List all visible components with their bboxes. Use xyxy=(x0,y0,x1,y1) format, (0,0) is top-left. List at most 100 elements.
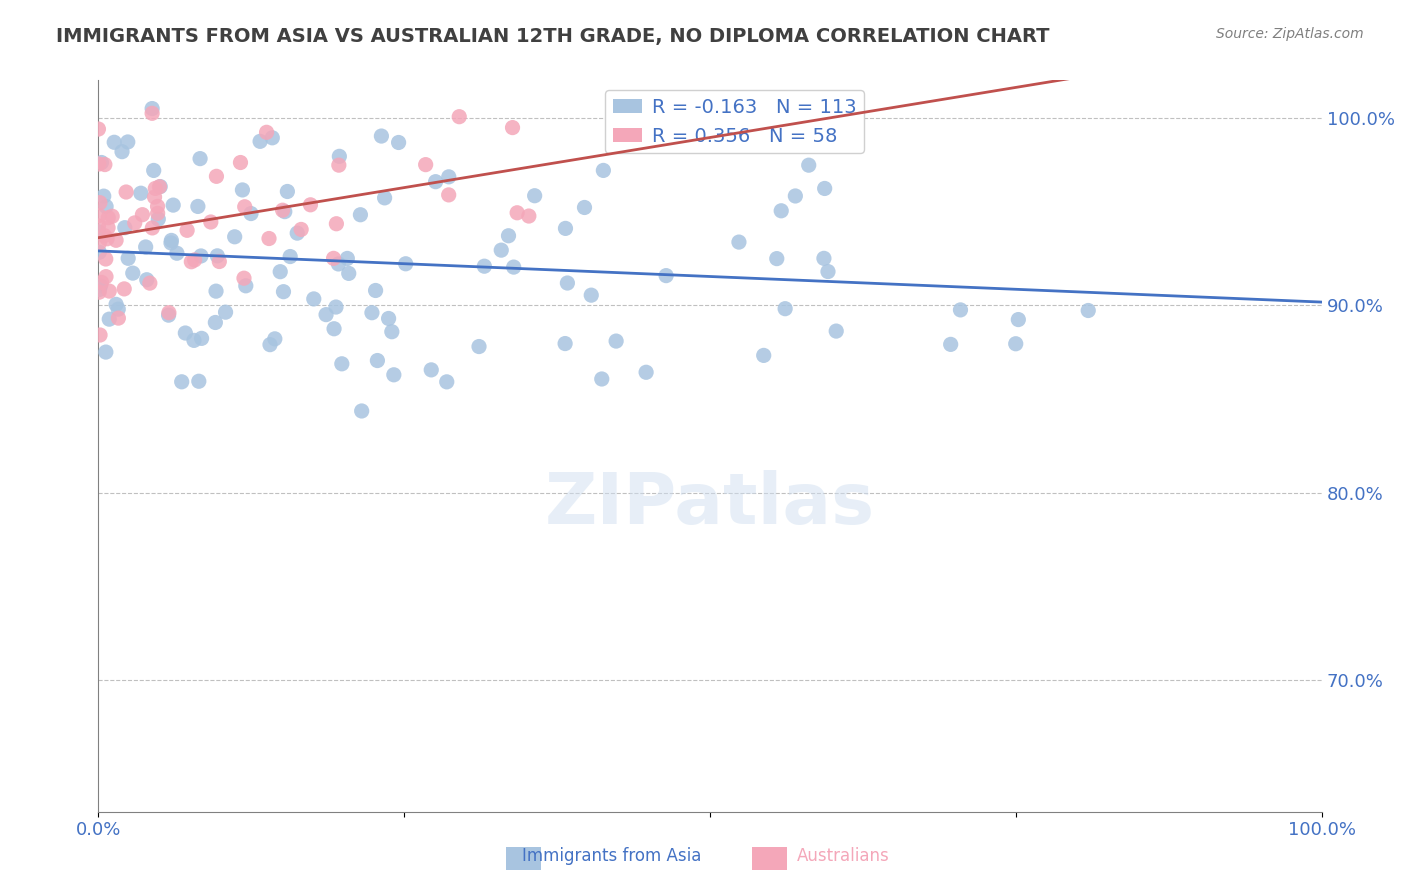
Point xyxy=(124,216,146,230)
Point xyxy=(87,157,110,171)
Point xyxy=(381,325,404,339)
Point xyxy=(337,266,360,280)
Point xyxy=(592,163,614,178)
Point xyxy=(765,252,787,266)
Point xyxy=(425,175,447,189)
Point xyxy=(502,120,524,135)
Point xyxy=(129,186,152,201)
Text: Australians: Australians xyxy=(797,847,890,865)
Point xyxy=(229,155,252,169)
Point xyxy=(90,276,112,290)
Point xyxy=(336,252,359,266)
Point xyxy=(224,229,246,244)
Point xyxy=(557,276,579,290)
Point xyxy=(782,118,804,132)
Point xyxy=(523,188,546,202)
Point xyxy=(112,282,135,296)
Point xyxy=(581,288,603,302)
Point xyxy=(183,334,205,348)
Point xyxy=(773,301,796,316)
Point xyxy=(299,198,322,212)
Point xyxy=(273,285,295,299)
Point xyxy=(117,135,139,149)
Point xyxy=(259,337,281,351)
Point xyxy=(437,187,460,202)
Point xyxy=(437,169,460,184)
Point xyxy=(328,149,350,163)
Point xyxy=(325,217,347,231)
Point xyxy=(103,136,125,150)
Text: Source: ZipAtlas.com: Source: ZipAtlas.com xyxy=(1216,27,1364,41)
Point xyxy=(235,278,257,293)
Point xyxy=(101,209,124,223)
Point xyxy=(149,179,172,194)
Point xyxy=(770,203,793,218)
Point xyxy=(114,220,136,235)
Point xyxy=(174,326,197,340)
Point xyxy=(97,220,120,235)
Point xyxy=(256,125,278,139)
Point xyxy=(89,209,111,223)
Point xyxy=(361,306,384,320)
Point xyxy=(377,311,399,326)
Point xyxy=(107,311,129,326)
Point xyxy=(142,163,165,178)
Point xyxy=(605,334,627,348)
Point xyxy=(271,203,294,218)
Point xyxy=(160,234,183,248)
Point xyxy=(157,308,180,322)
Point xyxy=(801,92,824,106)
Point xyxy=(240,206,263,220)
Point xyxy=(87,122,110,136)
Point xyxy=(143,190,166,204)
Point xyxy=(636,365,658,379)
Point xyxy=(263,332,285,346)
Point xyxy=(949,302,972,317)
Point xyxy=(205,169,228,184)
Point xyxy=(98,312,121,326)
Point xyxy=(278,250,301,264)
Point xyxy=(257,231,280,245)
Point xyxy=(115,185,138,199)
Point xyxy=(105,233,128,247)
Point xyxy=(94,269,117,284)
Point xyxy=(94,345,117,359)
Point xyxy=(204,316,226,330)
Point xyxy=(366,353,388,368)
Point xyxy=(90,155,112,169)
Point xyxy=(1007,312,1029,326)
Point xyxy=(785,189,807,203)
Point xyxy=(814,181,837,195)
Point xyxy=(274,204,297,219)
Point xyxy=(349,208,371,222)
Point xyxy=(121,266,143,280)
Point xyxy=(1077,303,1099,318)
Point xyxy=(131,208,153,222)
Point xyxy=(111,145,134,159)
Point xyxy=(148,179,170,194)
Text: ZIPatlas: ZIPatlas xyxy=(546,470,875,539)
Point xyxy=(797,158,820,172)
Point xyxy=(187,199,209,213)
Point xyxy=(302,292,325,306)
Point xyxy=(517,209,540,223)
Point xyxy=(162,198,184,212)
Point xyxy=(148,212,170,227)
Point xyxy=(498,228,520,243)
Point xyxy=(89,245,111,260)
Point xyxy=(89,282,111,296)
Point xyxy=(364,284,387,298)
Point xyxy=(188,152,211,166)
Point xyxy=(276,185,298,199)
Point xyxy=(823,92,845,106)
Point xyxy=(170,375,193,389)
Text: Immigrants from Asia: Immigrants from Asia xyxy=(522,847,702,865)
Point xyxy=(752,348,775,362)
Point xyxy=(1004,336,1026,351)
Point xyxy=(491,243,513,257)
Point xyxy=(813,252,835,266)
Point xyxy=(94,200,117,214)
Point xyxy=(436,375,458,389)
Point xyxy=(502,260,524,274)
Point xyxy=(449,110,471,124)
